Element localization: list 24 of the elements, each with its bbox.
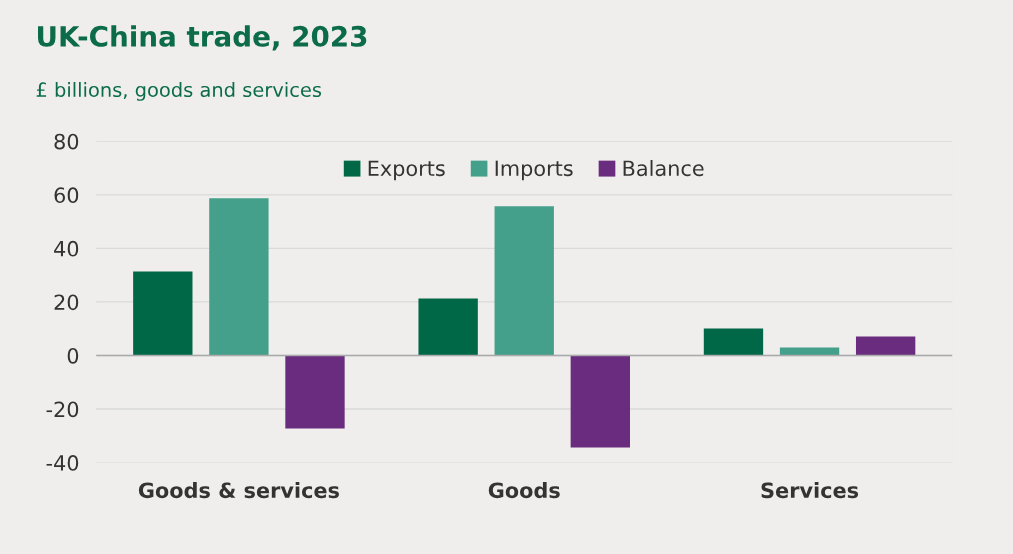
y-tick-label: -40 (46, 455, 79, 471)
bar (494, 206, 554, 356)
bar (779, 347, 840, 356)
legend-label: Imports (495, 160, 573, 181)
bar (133, 271, 193, 356)
x-tick-label: Goods & services (138, 482, 339, 499)
y-tick-label: 60 (54, 187, 79, 204)
bar (209, 198, 269, 356)
y-tick-label: 0 (67, 347, 79, 364)
bar (570, 355, 630, 448)
bar (418, 298, 478, 356)
x-tick-label: Goods (488, 482, 560, 499)
chart-title: UK-China trade, 2023 (38, 25, 367, 51)
y-tick-label: 80 (54, 133, 79, 150)
bar (855, 336, 916, 356)
legend-label: Balance (623, 160, 704, 177)
x-tick-label: Services (761, 482, 859, 499)
bar (285, 355, 345, 429)
bar (703, 328, 764, 356)
legend-label: Exports (368, 160, 445, 181)
y-tick-label: 40 (54, 240, 79, 257)
y-tick-label: -20 (46, 401, 79, 418)
chart-subtitle: £ billions, goods and services (36, 82, 322, 101)
y-tick-label: 20 (54, 294, 79, 311)
